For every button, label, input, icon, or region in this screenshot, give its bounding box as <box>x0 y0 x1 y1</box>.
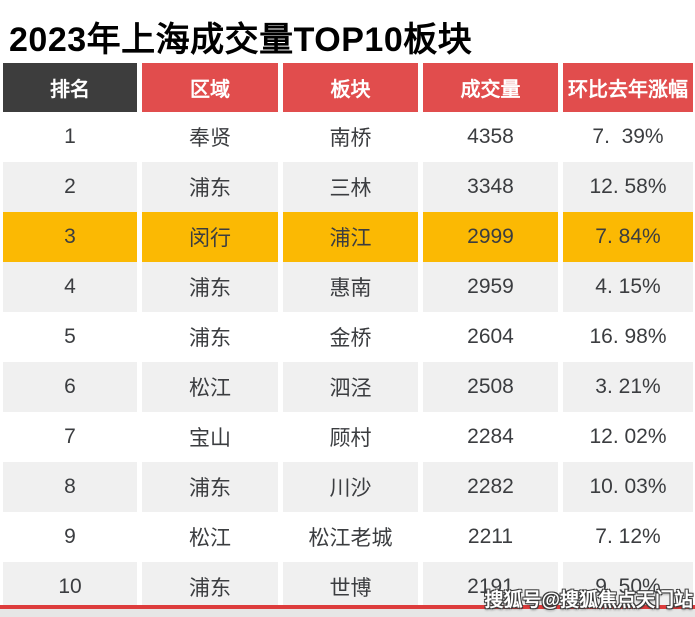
table-cell-region: 奉贤 <box>142 112 278 162</box>
table-cell-change: 7. 39% <box>563 112 693 162</box>
table-cell-block: 惠南 <box>283 262 418 312</box>
table-cell-block: 泗泾 <box>283 362 418 412</box>
table-cell-change: 10. 03% <box>563 462 693 512</box>
table-cell-volume: 2959 <box>423 262 558 312</box>
table-cell-block: 南桥 <box>283 112 418 162</box>
table-cell-region: 浦东 <box>142 462 278 512</box>
table-cell-region: 浦东 <box>142 562 278 605</box>
header-cell-region: 区域 <box>142 63 278 112</box>
table-cell-volume: 2604 <box>423 312 558 362</box>
table-cell-rank: 2 <box>3 162 137 212</box>
table-cell-rank: 3 <box>3 212 137 262</box>
table-cell-region: 松江 <box>142 362 278 412</box>
table-cell-change: 3. 21% <box>563 362 693 412</box>
table-row: 2 浦东 三林 3348 12. 58% <box>3 162 693 212</box>
top10-table: 排名 区域 板块 成交量 环比去年涨幅 1 奉贤 南桥 4358 7. 39% 2 浦东 三林… <box>3 63 693 605</box>
table-row: 6 松江 泗泾 2508 3. 21% <box>3 362 693 412</box>
table-cell-change: 9. 50% <box>563 562 693 605</box>
watermark: 搜狐号@搜狐焦点天门站 <box>484 590 693 611</box>
table-cell-rank: 1 <box>3 112 137 162</box>
table-cell-region: 松江 <box>142 512 278 562</box>
table-row: 8 浦东 川沙 2282 10. 03% <box>3 462 693 512</box>
table-cell-change: 7. 84% <box>563 212 693 262</box>
table-cell-block: 浦江 <box>283 212 418 262</box>
table-cell-change: 4. 15% <box>563 262 693 312</box>
table-cell-region: 浦东 <box>142 162 278 212</box>
table-cell-change: 12. 02% <box>563 412 693 462</box>
table-cell-change: 7. 12% <box>563 512 693 562</box>
table-body: 1 奉贤 南桥 4358 7. 39% 2 浦东 三林 3348 12. 58% 3 闵行 浦江 2999… <box>3 112 693 605</box>
table-cell-block: 三林 <box>283 162 418 212</box>
table-cell-block: 川沙 <box>283 462 418 512</box>
table-cell-region: 浦东 <box>142 312 278 362</box>
table-cell-block: 松江老城 <box>283 512 418 562</box>
table-cell-rank: 5 <box>3 312 137 362</box>
table-cell-volume: 2191 <box>423 562 558 605</box>
table-cell-rank: 8 <box>3 462 137 512</box>
table-cell-rank: 10 <box>3 562 137 605</box>
page-title: 2023年上海成交量TOP10板块 <box>9 21 473 59</box>
table-row: 7 宝山 顾村 2284 12. 02% <box>3 412 693 462</box>
table-cell-change: 16. 98% <box>563 312 693 362</box>
bottom-strip <box>0 609 695 617</box>
table-cell-volume: 4358 <box>423 112 558 162</box>
header-cell-change: 环比去年涨幅 <box>563 63 693 112</box>
table-row: 5 浦东 金桥 2604 16. 98% <box>3 312 693 362</box>
table-cell-rank: 7 <box>3 412 137 462</box>
table-row: 10 浦东 世博 2191 9. 50% <box>3 562 693 605</box>
table-cell-volume: 3348 <box>423 162 558 212</box>
table-cell-volume: 2508 <box>423 362 558 412</box>
table-cell-volume: 2284 <box>423 412 558 462</box>
bottom-divider-line <box>0 605 695 609</box>
table-cell-rank: 6 <box>3 362 137 412</box>
table-row: 4 浦东 惠南 2959 4. 15% <box>3 262 693 312</box>
table-cell-block: 世博 <box>283 562 418 605</box>
table-cell-region: 闵行 <box>142 212 278 262</box>
table-cell-rank: 9 <box>3 512 137 562</box>
table-cell-block: 顾村 <box>283 412 418 462</box>
table-row: 1 奉贤 南桥 4358 7. 39% <box>3 112 693 162</box>
table-cell-block: 金桥 <box>283 312 418 362</box>
table-cell-volume: 2999 <box>423 212 558 262</box>
header-cell-block: 板块 <box>283 63 418 112</box>
header-cell-volume: 成交量 <box>423 63 558 112</box>
table-cell-rank: 4 <box>3 262 137 312</box>
table-row: 9 松江 松江老城 2211 7. 12% <box>3 512 693 562</box>
table-cell-volume: 2282 <box>423 462 558 512</box>
table-row: 3 闵行 浦江 2999 7. 84% <box>3 212 693 262</box>
table-cell-change: 12. 58% <box>563 162 693 212</box>
table-cell-volume: 2211 <box>423 512 558 562</box>
header-cell-rank: 排名 <box>3 63 137 112</box>
table-header-row: 排名 区域 板块 成交量 环比去年涨幅 <box>3 63 693 112</box>
table-cell-region: 宝山 <box>142 412 278 462</box>
table-cell-region: 浦东 <box>142 262 278 312</box>
